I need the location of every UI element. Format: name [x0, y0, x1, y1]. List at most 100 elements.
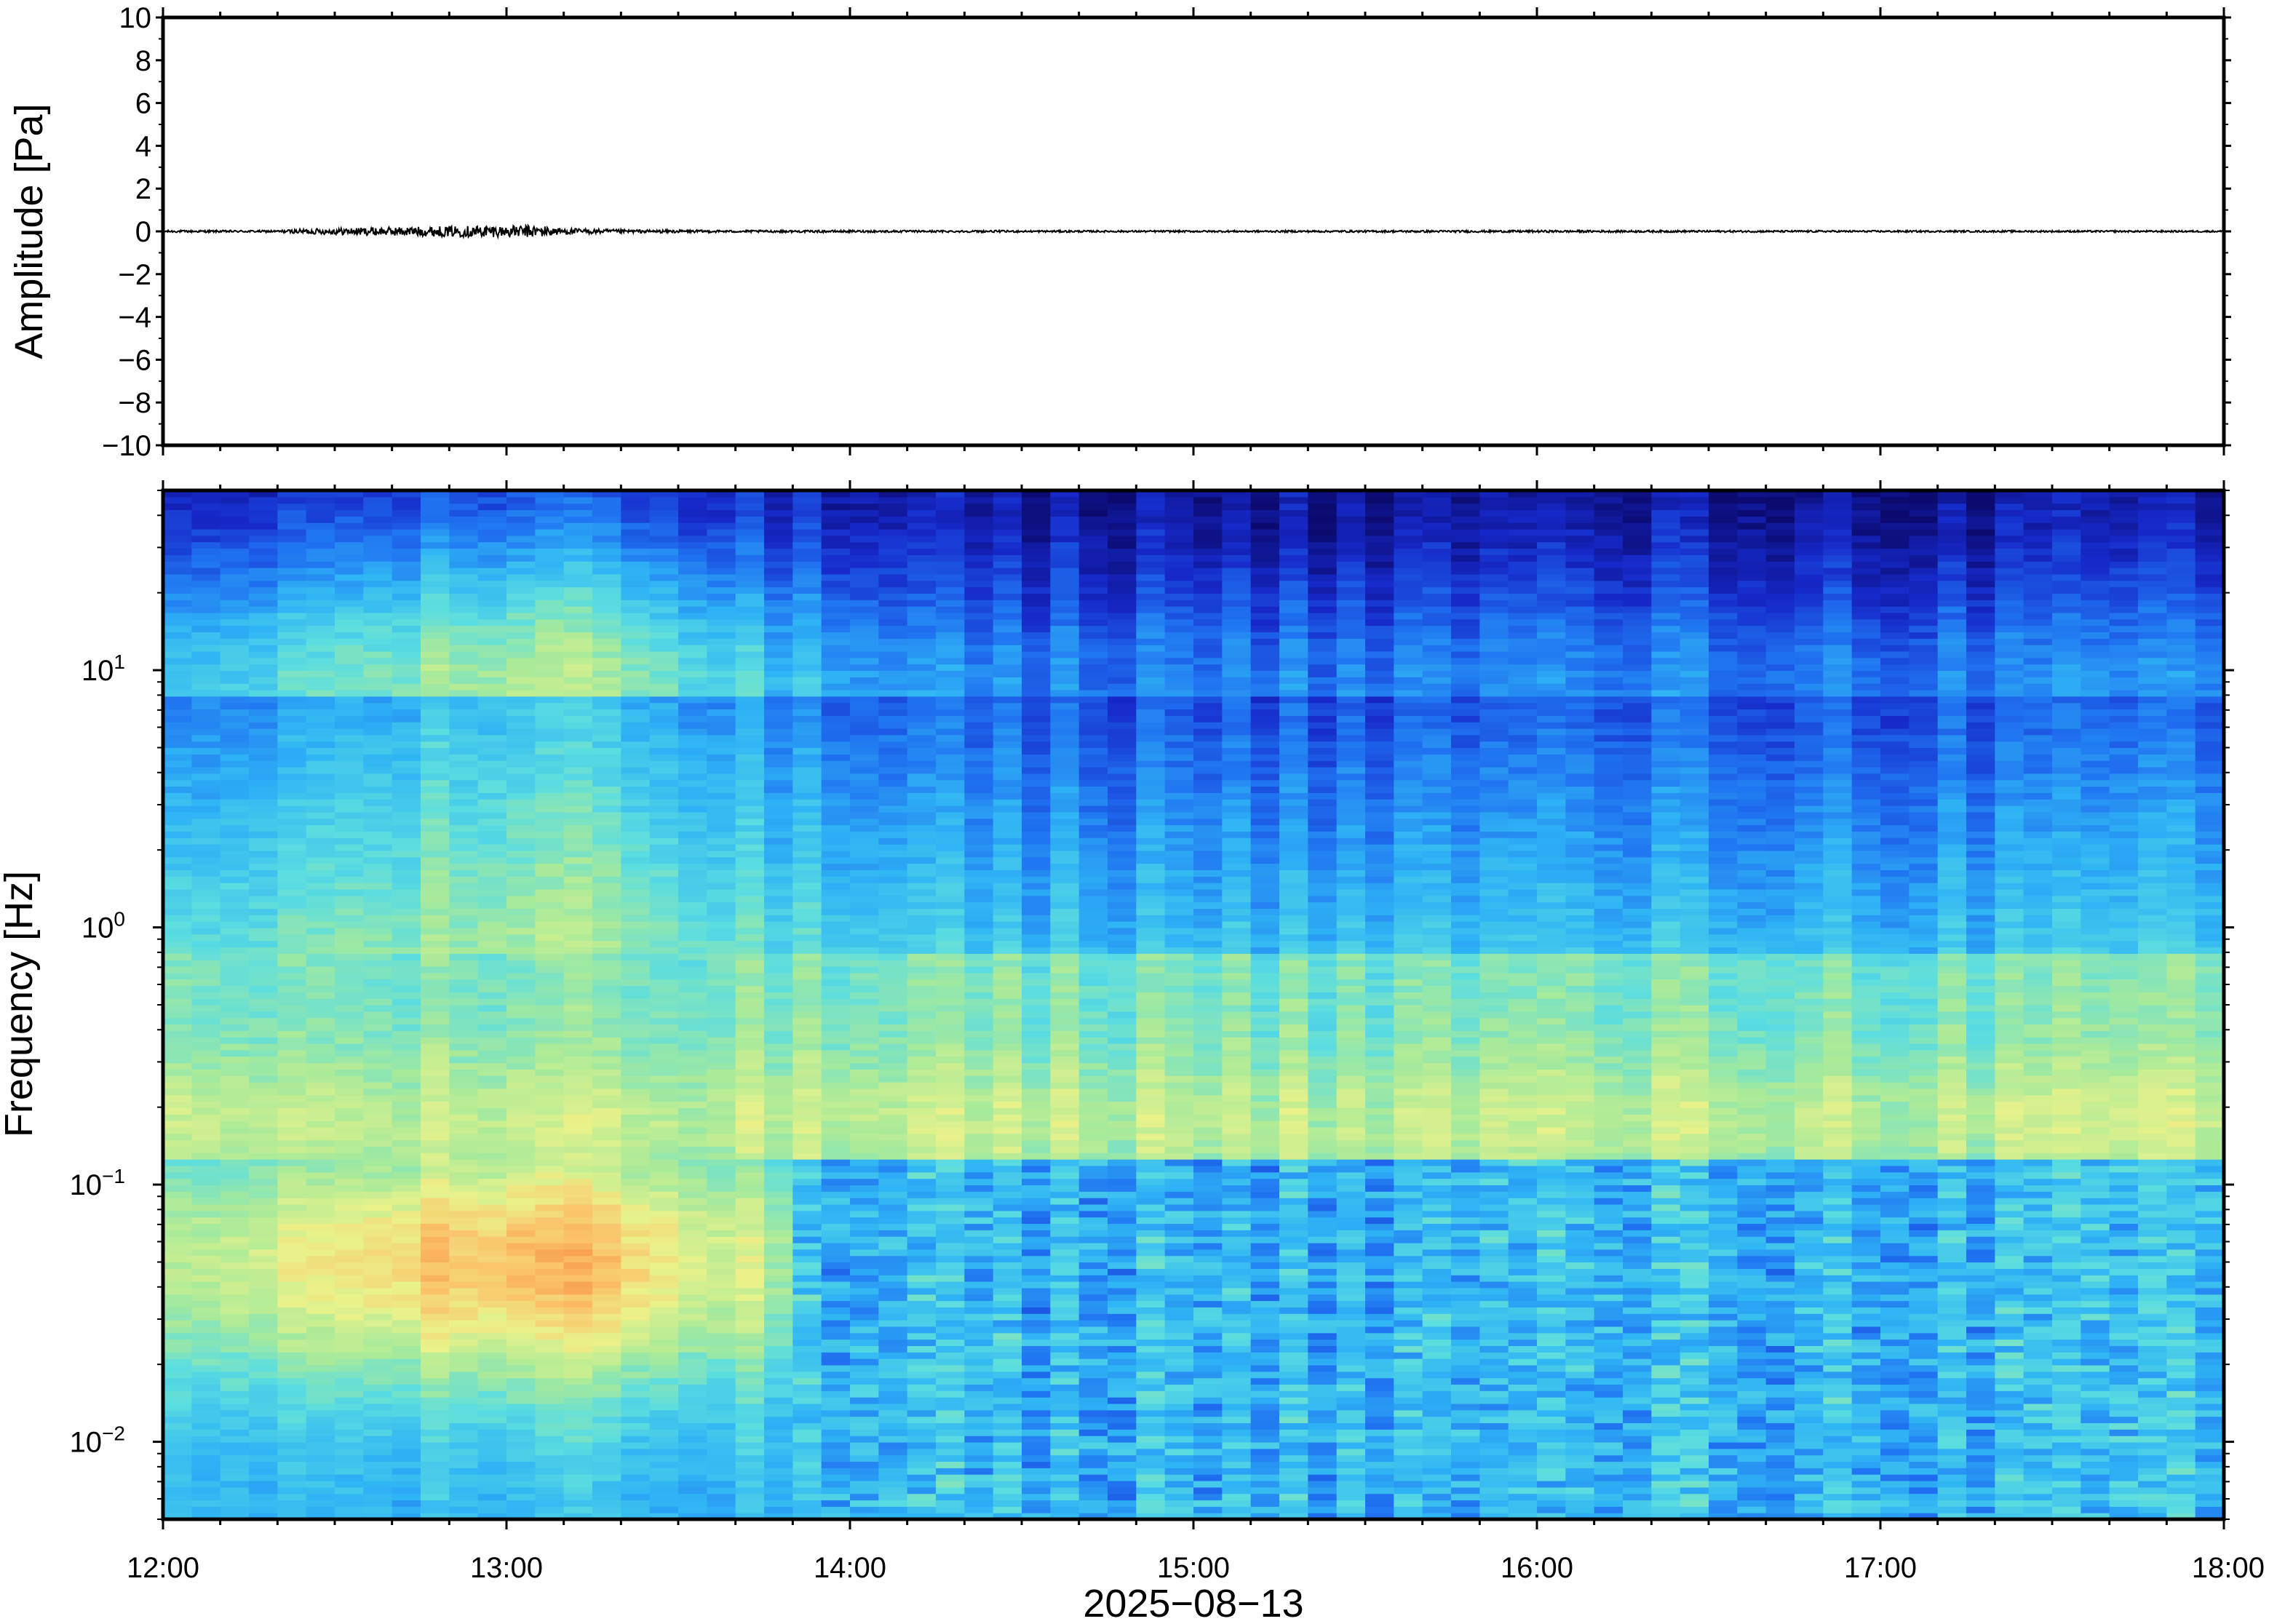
spectrogram-cell — [621, 1121, 651, 1128]
spectrogram-cell — [277, 998, 307, 1006]
spectrogram-cell — [850, 715, 879, 723]
spectrogram-cell — [678, 818, 707, 826]
spectrogram-cell — [621, 1313, 651, 1321]
spectrogram-cell — [735, 1262, 765, 1269]
spectrogram-cell — [335, 1500, 364, 1507]
spectrogram-cell — [335, 1236, 364, 1243]
spectrogram-cell — [421, 1062, 450, 1070]
spectrogram-cell — [220, 1409, 250, 1417]
spectrogram-cell — [964, 805, 994, 813]
spectrogram-cell — [707, 1094, 736, 1102]
spectrogram-cell — [649, 509, 679, 517]
spectrogram-cell — [850, 1371, 879, 1379]
spectrogram-cell — [735, 709, 765, 716]
spectrogram-cell — [678, 1352, 707, 1359]
spectrogram-cell — [477, 1037, 507, 1044]
spectrogram-cell — [392, 960, 421, 967]
spectrogram-cell — [707, 1294, 736, 1302]
spectrogram-cell — [764, 960, 793, 967]
spectrogram-cell — [678, 593, 707, 600]
spectrogram-cell — [792, 888, 822, 896]
spectrogram-cell — [363, 677, 393, 684]
spectrogram-cell — [335, 1339, 364, 1346]
spectrogram-cell — [964, 934, 994, 942]
spectrogram-cell — [592, 1403, 621, 1411]
spectrogram-cell — [277, 1397, 307, 1404]
spectrogram-cell — [335, 632, 364, 639]
spectrogram-cell — [506, 792, 536, 800]
spectrogram-cell — [335, 960, 364, 967]
spectrogram-cell — [735, 786, 765, 793]
spectrogram-cell — [506, 1422, 536, 1430]
spectrogram-cell — [621, 786, 651, 793]
spectrogram-cell — [449, 1506, 479, 1513]
spectrogram-cell — [220, 837, 250, 845]
spectrogram-cell — [592, 1075, 621, 1083]
spectrogram-cell — [621, 541, 651, 549]
spectrogram-cell — [621, 915, 651, 922]
spectrogram-cell — [592, 876, 621, 883]
spectrogram-cell — [449, 1500, 479, 1507]
spectrogram-cell — [850, 1236, 879, 1243]
spectrogram-cell — [621, 561, 651, 568]
spectrogram-cell — [163, 805, 192, 813]
spectrogram-cell — [392, 503, 421, 511]
spectrogram-cell — [735, 1101, 765, 1108]
spectrogram-cell — [363, 1062, 393, 1070]
spectrogram-cell — [220, 767, 250, 774]
spectrogram-cell — [678, 689, 707, 697]
spectrogram-cell — [707, 869, 736, 877]
spectrogram-cell — [277, 1287, 307, 1295]
spectrogram-cell — [191, 831, 221, 838]
spectrogram-cell — [964, 1191, 994, 1198]
spectrogram-cell — [449, 1320, 479, 1327]
spectrogram-cell — [220, 612, 250, 620]
spectrogram-cell — [907, 573, 937, 581]
spectrogram-cell — [764, 638, 793, 645]
spectrogram-cell — [907, 1262, 937, 1269]
spectrogram-cell — [850, 709, 879, 716]
spectrogram-cell — [792, 1506, 822, 1513]
spectrogram-cell — [363, 934, 393, 942]
spectrogram-cell — [563, 529, 593, 536]
spectrogram-cell — [764, 901, 793, 909]
spectrogram-cell — [220, 1056, 250, 1064]
spectrogram-cell — [506, 1313, 536, 1321]
spectrogram-cell — [421, 645, 450, 652]
spectrogram-cell — [191, 1062, 221, 1070]
spectrogram-cell — [764, 586, 793, 594]
spectrogram-cell — [964, 863, 994, 871]
spectrogram-cell — [993, 548, 1022, 555]
spectrogram-cell — [506, 1468, 536, 1475]
spectrogram-cell — [964, 1088, 994, 1096]
spectrogram-cell — [477, 966, 507, 974]
spectrogram-cell — [936, 927, 965, 935]
spectrogram-cell — [792, 709, 822, 716]
spectrogram-cell — [335, 670, 364, 677]
spectrogram-cell — [392, 632, 421, 639]
spectrogram-cell — [621, 824, 651, 832]
spectrogram-cell — [449, 722, 479, 729]
spectrogram-cell — [878, 908, 908, 915]
spectrogram-cell — [249, 1236, 278, 1243]
spectrogram-cell — [563, 818, 593, 826]
spectrogram-cell — [735, 1384, 765, 1391]
spectrogram-cell — [878, 1345, 908, 1353]
spectrogram-cell — [477, 580, 507, 588]
spectrogram-cell — [191, 715, 221, 723]
spectrogram-cell — [907, 888, 937, 896]
spectrogram-cell — [878, 1486, 908, 1494]
spectrogram-cell — [592, 1371, 621, 1379]
spectrogram-cell — [878, 645, 908, 652]
spectrogram-cell — [907, 1249, 937, 1257]
spectrogram-cell — [363, 702, 393, 710]
spectrogram-cell — [392, 1281, 421, 1289]
spectrogram-cell — [363, 1101, 393, 1108]
spectrogram-cell — [392, 1223, 421, 1230]
spectrogram-cell — [306, 960, 335, 967]
spectrogram-cell — [563, 1062, 593, 1070]
spectrogram-cell — [477, 554, 507, 562]
spectrogram-cell — [821, 786, 851, 793]
spectrogram-cell — [621, 908, 651, 915]
spectrogram-cell — [449, 1441, 479, 1449]
